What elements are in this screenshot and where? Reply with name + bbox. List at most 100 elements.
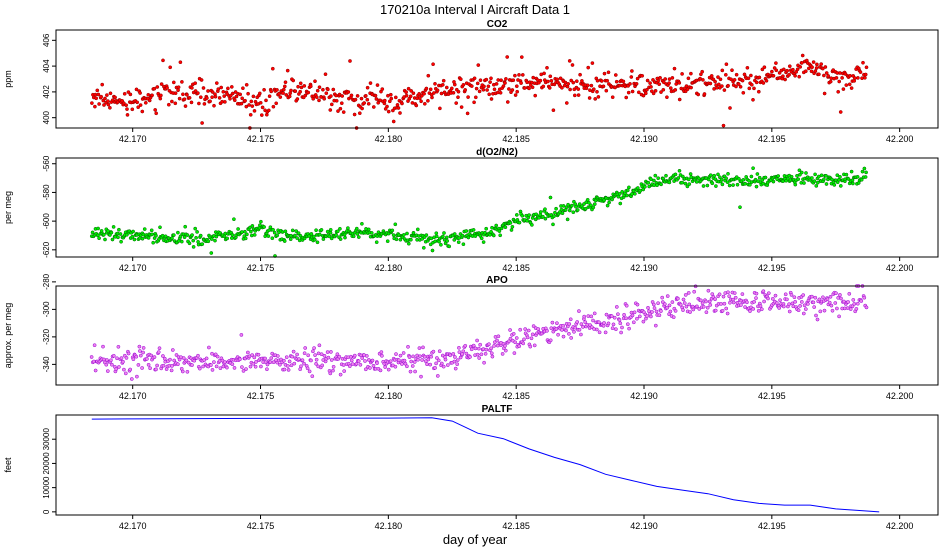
data-point — [676, 296, 680, 301]
data-point — [322, 353, 327, 358]
data-point — [441, 78, 446, 83]
data-point — [138, 91, 142, 95]
data-point — [214, 364, 219, 369]
data-point — [409, 89, 414, 93]
data-point — [182, 97, 187, 102]
data-point — [741, 90, 746, 95]
data-point — [126, 351, 131, 356]
data-point — [271, 360, 276, 365]
data-point — [583, 320, 588, 324]
data-point — [527, 213, 531, 217]
y-tick-label: -600 — [42, 213, 51, 230]
data-point — [659, 90, 663, 94]
data-point — [463, 343, 468, 348]
data-point — [433, 81, 437, 86]
data-point — [743, 305, 747, 309]
data-point — [530, 223, 534, 227]
data-point — [455, 358, 460, 362]
data-point — [208, 99, 212, 104]
data-point — [212, 360, 216, 364]
data-point — [756, 308, 761, 313]
data-point — [320, 363, 325, 368]
data-point — [150, 93, 154, 98]
data-point — [833, 301, 838, 305]
data-point — [712, 173, 717, 178]
data-point — [413, 369, 417, 374]
data-point — [604, 88, 609, 93]
data-point — [275, 88, 279, 92]
data-point — [701, 78, 705, 82]
data-point — [814, 313, 818, 318]
data-point — [185, 369, 190, 374]
data-point — [495, 338, 499, 343]
data-point — [797, 74, 802, 79]
data-point — [568, 87, 572, 92]
data-point — [511, 331, 516, 336]
data-point — [659, 309, 663, 313]
data-point — [813, 69, 818, 73]
data-point — [426, 98, 430, 103]
data-point — [822, 91, 827, 96]
data-point — [713, 297, 717, 302]
data-point — [138, 349, 142, 353]
y-axis-label: per meg — [3, 191, 13, 224]
data-point — [388, 92, 393, 97]
data-point — [434, 361, 438, 366]
data-point — [424, 233, 429, 237]
data-point — [252, 109, 257, 113]
data-point — [435, 374, 440, 378]
data-point — [541, 84, 546, 89]
data-point — [306, 90, 311, 95]
data-point — [438, 106, 442, 111]
data-point — [695, 304, 699, 309]
data-point — [152, 355, 157, 359]
data-point — [269, 89, 274, 94]
data-point — [312, 346, 316, 350]
panel-title: PALTF — [482, 404, 513, 415]
data-point — [115, 356, 119, 361]
data-point — [366, 227, 371, 232]
data-point — [814, 184, 819, 188]
data-point — [645, 78, 650, 83]
data-point — [682, 301, 687, 305]
data-point — [828, 294, 833, 299]
data-point — [213, 238, 217, 243]
data-point — [101, 344, 105, 349]
data-point — [574, 79, 579, 84]
data-point — [165, 86, 169, 90]
data-point — [517, 73, 521, 77]
data-point — [432, 91, 436, 95]
x-tick-label: 42.180 — [375, 134, 403, 144]
data-point — [283, 80, 288, 85]
data-point — [612, 315, 617, 320]
data-point — [478, 342, 483, 347]
data-point — [469, 347, 474, 352]
data-point — [489, 229, 493, 234]
data-point — [298, 89, 303, 94]
data-point — [206, 89, 210, 93]
data-point — [256, 352, 261, 357]
data-point — [578, 72, 582, 77]
data-point — [180, 80, 184, 84]
data-point — [625, 322, 630, 327]
data-point — [839, 296, 843, 301]
data-point — [720, 182, 725, 187]
data-point — [176, 88, 180, 93]
data-point — [161, 58, 165, 63]
data-point — [428, 87, 433, 92]
data-point — [394, 352, 398, 356]
data-point — [168, 357, 172, 362]
data-point — [841, 87, 846, 91]
data-point — [267, 94, 272, 99]
data-point — [262, 87, 266, 92]
data-point — [328, 108, 333, 112]
x-tick-label: 42.195 — [758, 263, 786, 273]
data-point — [677, 81, 682, 85]
data-point — [348, 59, 352, 63]
data-point — [499, 78, 503, 83]
data-point — [770, 296, 775, 301]
data-point — [561, 334, 566, 339]
data-point — [704, 299, 708, 304]
data-point — [686, 76, 691, 81]
data-point — [419, 374, 423, 379]
